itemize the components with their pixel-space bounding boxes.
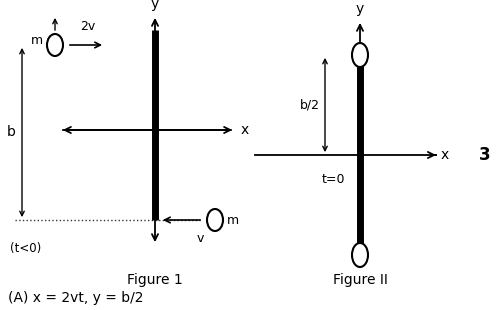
Text: x: x — [241, 123, 249, 137]
Ellipse shape — [352, 43, 368, 67]
Text: (A) x = 2vt, y = b/2: (A) x = 2vt, y = b/2 — [8, 291, 143, 305]
Text: m: m — [31, 33, 43, 46]
Text: Figure II: Figure II — [333, 273, 387, 287]
Text: b: b — [7, 126, 16, 140]
Text: (t<0): (t<0) — [10, 242, 41, 255]
Ellipse shape — [352, 243, 368, 267]
Text: y: y — [356, 2, 364, 16]
Text: x: x — [441, 148, 449, 162]
Text: 3: 3 — [479, 146, 490, 164]
Ellipse shape — [47, 34, 63, 56]
Text: y: y — [151, 0, 159, 11]
Ellipse shape — [207, 209, 223, 231]
Text: b/2: b/2 — [300, 99, 320, 112]
Text: v: v — [196, 232, 204, 245]
Text: m: m — [227, 214, 239, 227]
Text: t=0: t=0 — [322, 173, 345, 186]
Text: 2v: 2v — [80, 20, 96, 33]
Text: Figure 1: Figure 1 — [127, 273, 183, 287]
